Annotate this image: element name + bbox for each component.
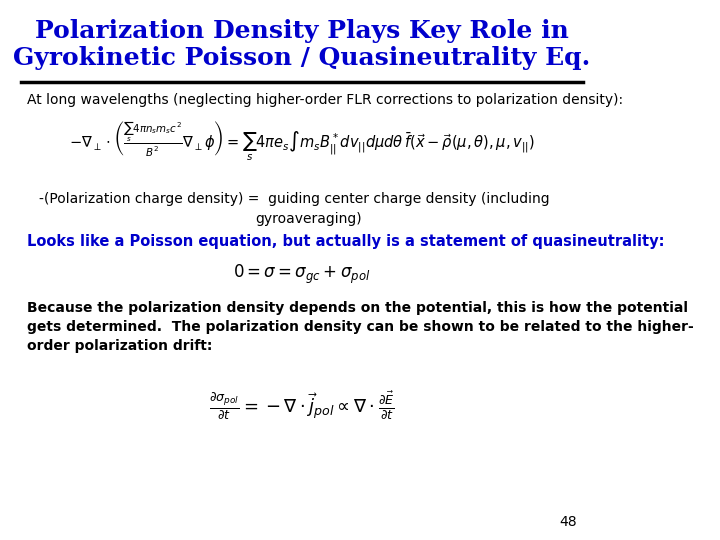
- Text: At long wavelengths (neglecting higher-order FLR corrections to polarization den: At long wavelengths (neglecting higher-o…: [27, 93, 624, 107]
- Text: -(Polarization charge density) =  guiding center charge density (including: -(Polarization charge density) = guiding…: [39, 192, 549, 206]
- Text: gets determined.  The polarization density can be shown to be related to the hig: gets determined. The polarization densit…: [27, 320, 694, 334]
- Text: Looks like a Poisson equation, but actually is a statement of quasineutrality:: Looks like a Poisson equation, but actua…: [27, 234, 665, 249]
- Text: $-\nabla_\perp \cdot \left( \frac{\sum_s 4\pi n_s m_s c^2}{B^2} \nabla_\perp \ph: $-\nabla_\perp \cdot \left( \frac{\sum_s…: [69, 119, 535, 164]
- Text: Polarization Density Plays Key Role in: Polarization Density Plays Key Role in: [35, 19, 569, 43]
- Text: gyroaveraging): gyroaveraging): [256, 212, 362, 226]
- Text: Gyrokinetic Poisson / Quasineutrality Eq.: Gyrokinetic Poisson / Quasineutrality Eq…: [14, 46, 590, 70]
- Text: $0 = \sigma = \sigma_{gc} + \sigma_{pol}$: $0 = \sigma = \sigma_{gc} + \sigma_{pol}…: [233, 263, 371, 286]
- Text: order polarization drift:: order polarization drift:: [27, 339, 212, 353]
- Text: $\frac{\partial \sigma_{pol}}{\partial t} = -\nabla \cdot \vec{j}_{pol} \propto : $\frac{\partial \sigma_{pol}}{\partial t…: [210, 390, 395, 422]
- Text: 48: 48: [559, 515, 577, 529]
- Text: Because the polarization density depends on the potential, this is how the poten: Because the polarization density depends…: [27, 301, 688, 315]
